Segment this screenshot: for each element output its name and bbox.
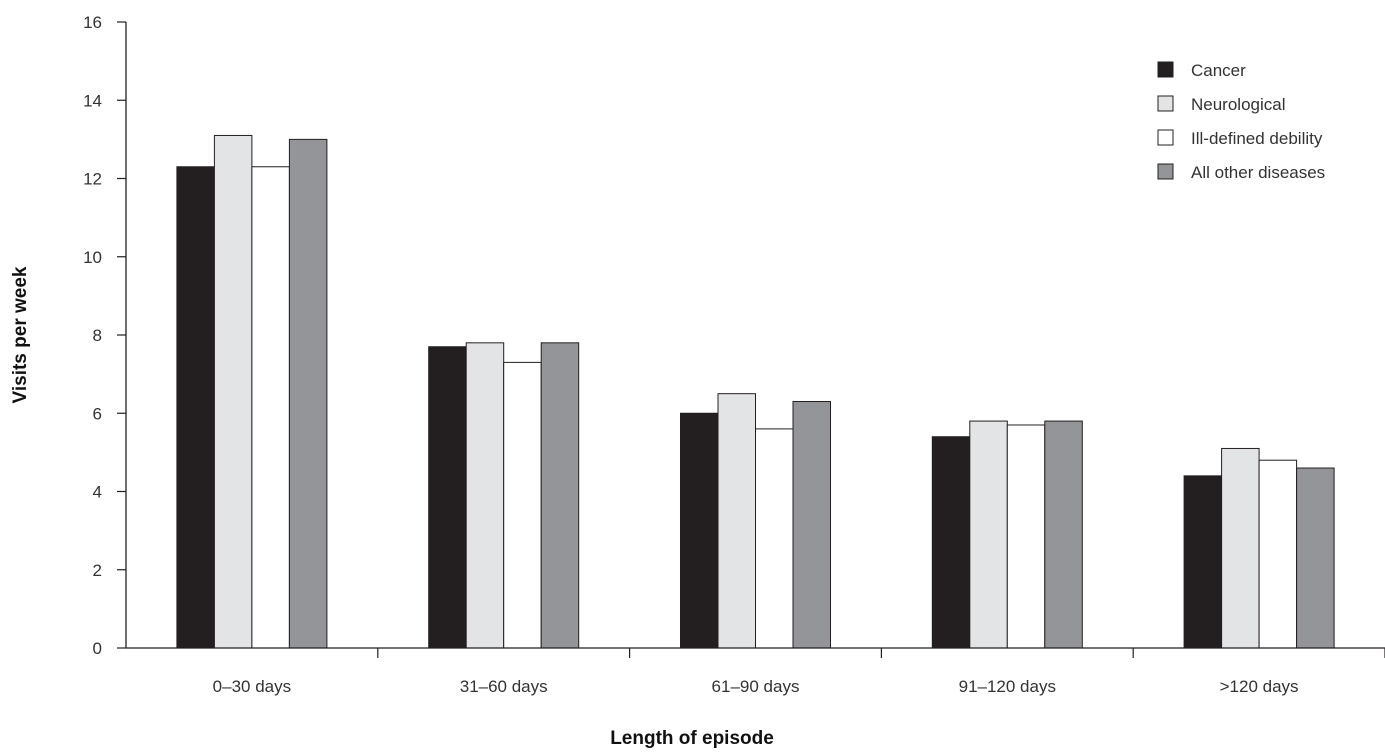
- legend-label: All other diseases: [1191, 163, 1325, 182]
- bar-all-other-diseases-4: [1296, 467, 1335, 649]
- x-tick-label: 31–60 days: [460, 677, 548, 696]
- legend-swatch: [1157, 61, 1174, 78]
- y-tick-label: 2: [93, 561, 102, 580]
- bar-cancer-1: [428, 346, 467, 649]
- legend-swatch: [1157, 129, 1174, 146]
- y-tick-label: 0: [93, 639, 102, 658]
- y-tick-label: 8: [93, 326, 102, 345]
- bar-all-other-diseases-2: [792, 401, 831, 649]
- y-axis-title: Visits per week: [10, 266, 31, 403]
- bar-neurological-3: [969, 420, 1008, 649]
- bar-cancer-0: [176, 166, 215, 649]
- y-tick-label: 4: [93, 483, 102, 502]
- bar-ill-defined-debility-4: [1258, 459, 1298, 649]
- legend-label: Neurological: [1191, 95, 1286, 114]
- bar-ill-defined-debility-0: [251, 166, 290, 649]
- y-tick-label: 12: [83, 170, 102, 189]
- bar-all-other-diseases-1: [540, 342, 580, 649]
- y-tick-label: 16: [83, 13, 102, 32]
- x-tick-label: >120 days: [1220, 677, 1299, 696]
- y-ticks: 0 2 4 6 8 10 12 14 16: [83, 13, 126, 658]
- bar-neurological-4: [1221, 447, 1260, 649]
- bar-cancer-4: [1183, 475, 1223, 649]
- bars-layer: [176, 134, 1335, 649]
- bar-all-other-diseases-0: [288, 138, 328, 649]
- x-axis-title: Length of episode: [610, 728, 774, 749]
- bar-cancer-3: [931, 436, 971, 649]
- bar-ill-defined-debility-2: [755, 428, 794, 649]
- bar-all-other-diseases-3: [1044, 420, 1083, 649]
- bar-neurological-0: [213, 134, 253, 649]
- legend-label: Cancer: [1191, 61, 1246, 80]
- y-tick-label: 6: [93, 404, 102, 423]
- x-ticks: 0–30 days 31–60 days 61–90 days 91–120 days…: [213, 648, 1385, 696]
- bar-neurological-2: [717, 393, 756, 649]
- legend: Cancer Neurological Ill-defined debility Al…: [1157, 61, 1325, 182]
- x-tick-label: 61–90 days: [712, 677, 800, 696]
- legend-swatch: [1157, 163, 1174, 180]
- legend-swatch: [1157, 95, 1174, 112]
- bar-ill-defined-debility-3: [1006, 424, 1046, 649]
- x-tick-label: 0–30 days: [213, 677, 291, 696]
- y-tick-label: 10: [83, 248, 102, 267]
- legend-label: Ill-defined debility: [1191, 129, 1323, 148]
- bar-cancer-2: [680, 412, 719, 649]
- bar-ill-defined-debility-1: [503, 361, 542, 649]
- bar-neurological-1: [465, 342, 505, 649]
- y-tick-label: 14: [83, 91, 102, 110]
- x-tick-label: 91–120 days: [959, 677, 1056, 696]
